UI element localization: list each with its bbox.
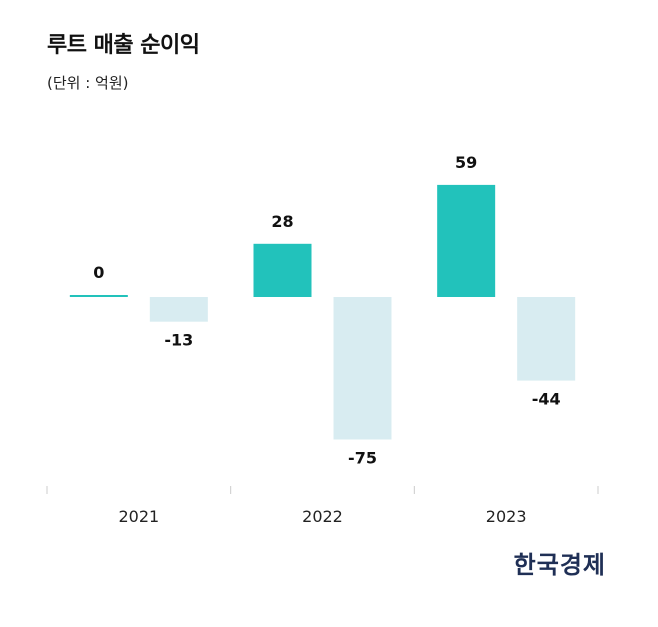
- chart-title: 루트 매출 순이익: [47, 33, 200, 58]
- revenue-bar: [253, 243, 312, 297]
- source-logo: 한국경제: [513, 550, 606, 579]
- net-income-bar: [333, 297, 392, 440]
- x-tick-label: 2022: [302, 507, 343, 526]
- net-income-bar: [149, 297, 208, 322]
- net-income-value-label: -75: [348, 449, 377, 468]
- revenue-value-label: 59: [455, 153, 477, 172]
- x-tick-label: 2021: [118, 507, 159, 526]
- x-tick-label: 2023: [486, 507, 527, 526]
- revenue-bar: [437, 184, 496, 297]
- net-income-bar: [517, 297, 576, 381]
- revenue-value-label: 0: [93, 263, 104, 282]
- net-income-value-label: -44: [532, 390, 561, 409]
- net-income-value-label: -13: [164, 331, 193, 350]
- revenue-value-label: 28: [271, 212, 293, 231]
- unit-label: (단위 : 억원): [47, 74, 129, 92]
- revenue-bar: [69, 295, 128, 297]
